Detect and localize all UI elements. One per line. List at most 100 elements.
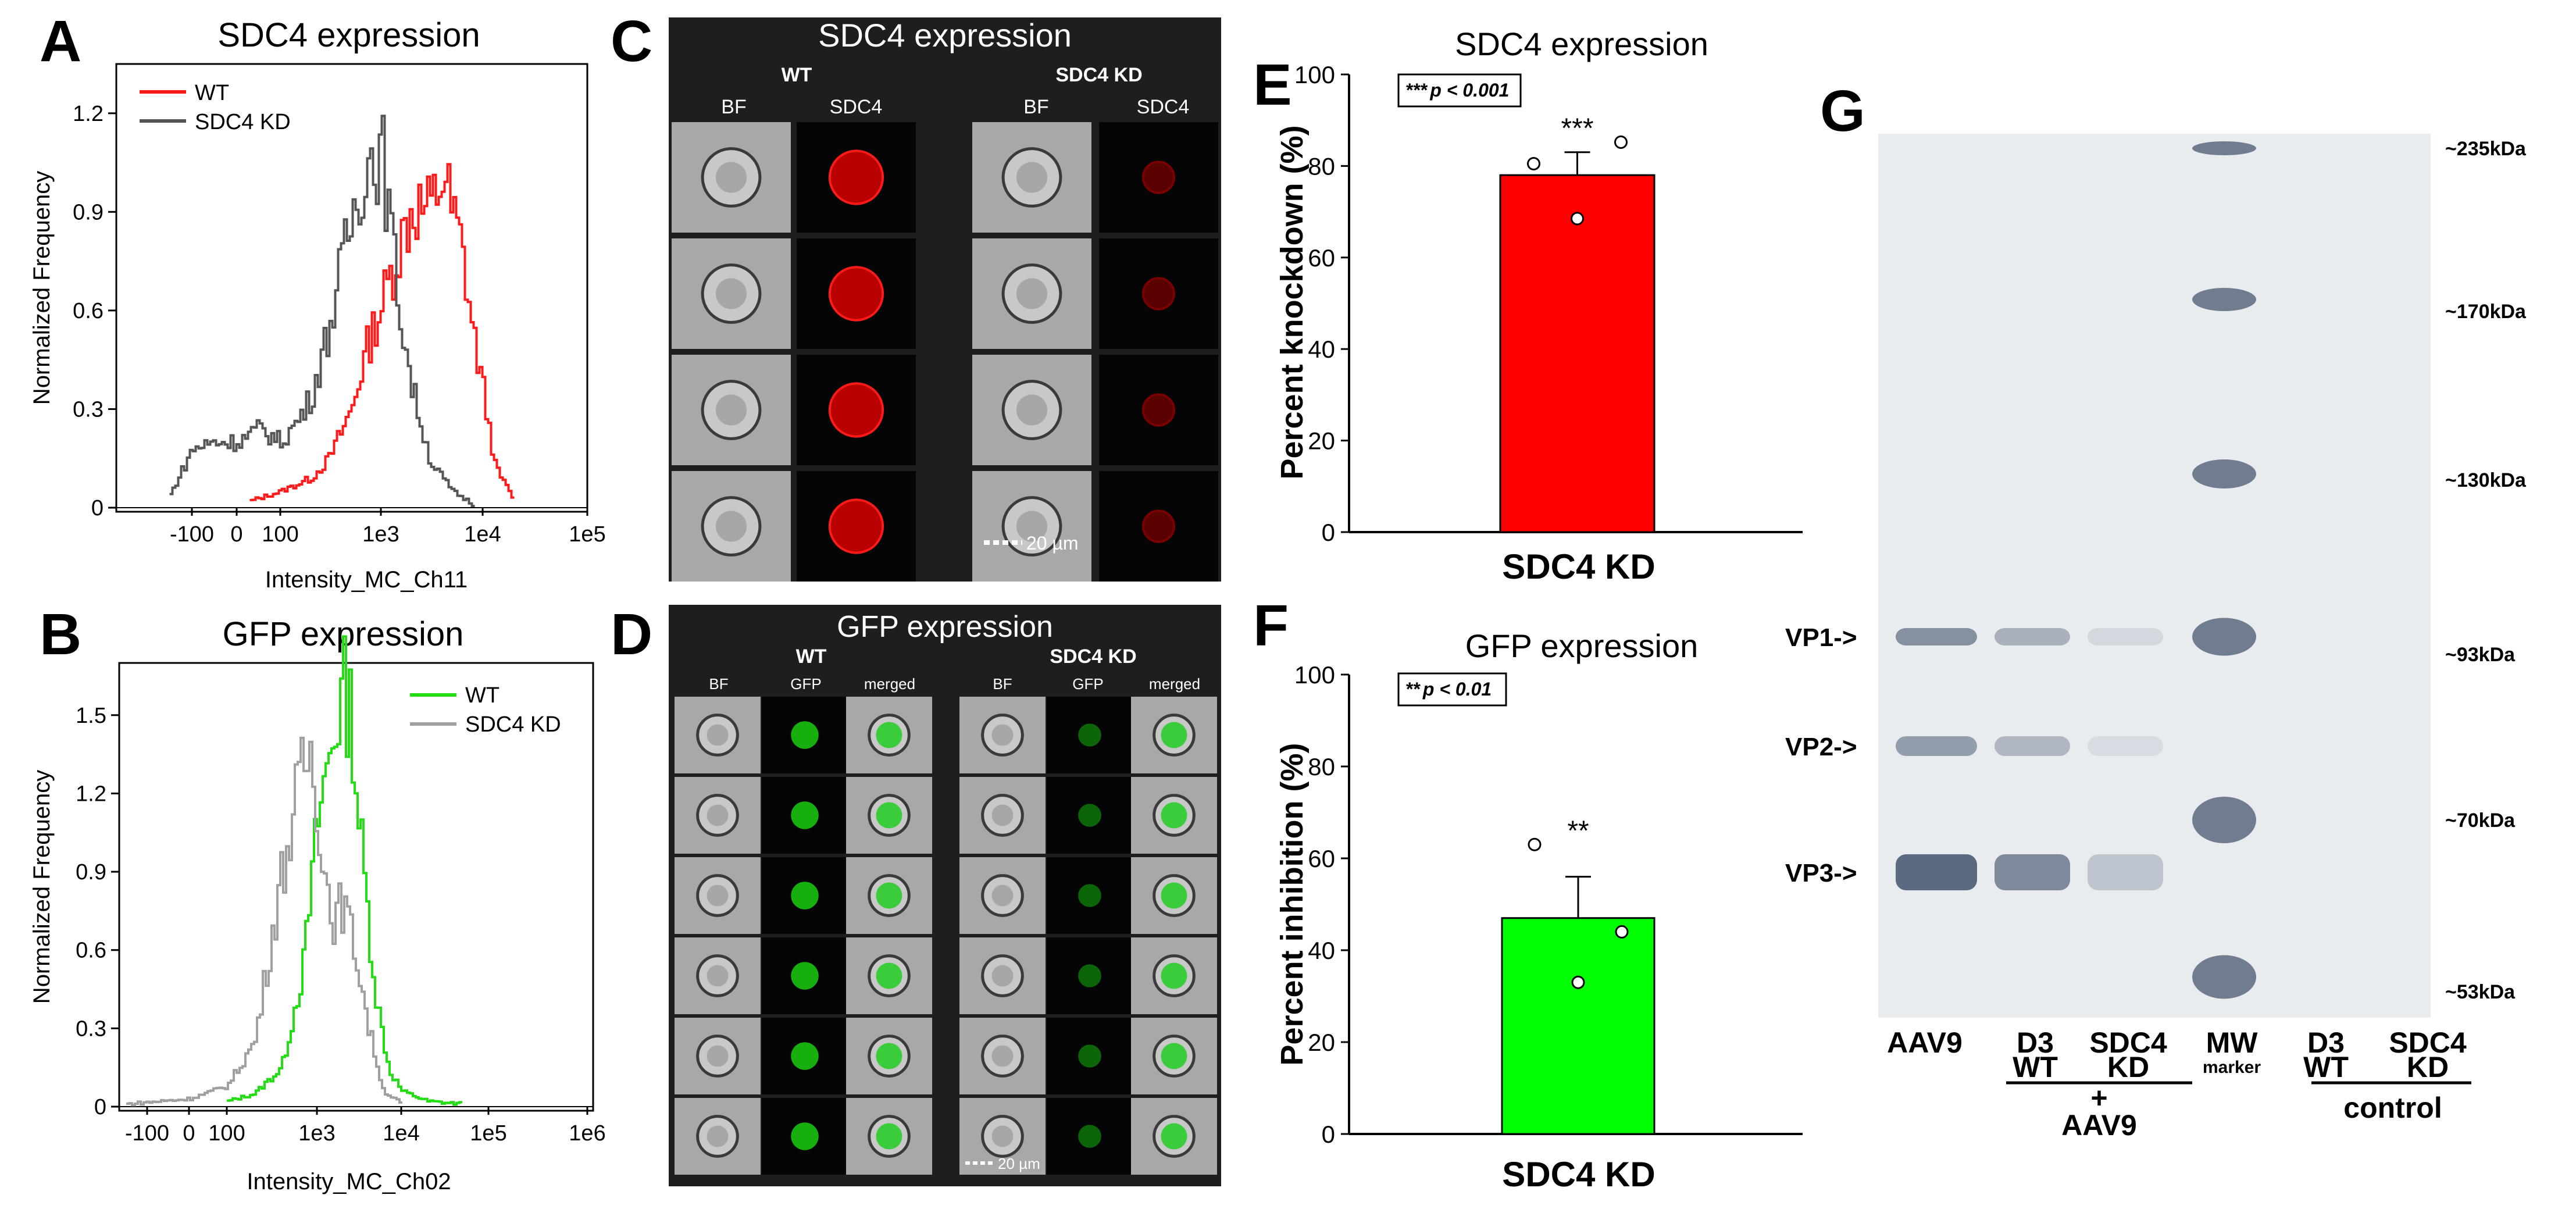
y-axis-label: Normalized Frequency bbox=[29, 171, 55, 405]
y-tick-label: 80 bbox=[1308, 152, 1335, 180]
brightfield-cell-icon bbox=[972, 355, 1091, 465]
green-fluorescent-cell-icon bbox=[762, 1018, 848, 1094]
data-point bbox=[1614, 135, 1628, 149]
green-fluorescent-cell-icon bbox=[762, 777, 848, 854]
merged-cell-icon bbox=[846, 937, 932, 1014]
red-fluorescent-cell-icon bbox=[1099, 471, 1218, 582]
band-label: VP3-> bbox=[1785, 859, 1857, 887]
column-label-bf: BF bbox=[721, 96, 746, 118]
pvalue-box bbox=[1397, 672, 1507, 707]
lane-label-top: D3 bbox=[2307, 1026, 2345, 1059]
mw-marker-band bbox=[2192, 288, 2256, 311]
brightfield-cell-icon bbox=[675, 1098, 761, 1175]
lane-label-top: D3 bbox=[2017, 1026, 2054, 1059]
gel-band-vp1 bbox=[1896, 628, 1977, 645]
mw-marker-band bbox=[2192, 459, 2256, 488]
y-tick-label: 0.3 bbox=[76, 1017, 106, 1041]
column-label-bf: BF bbox=[993, 675, 1012, 693]
x-tick-label: 1e4 bbox=[464, 522, 501, 547]
lane-label-bottom: WT bbox=[2013, 1051, 2058, 1083]
gel-band-vp2 bbox=[1995, 736, 2070, 756]
green-fluorescent-cell-icon bbox=[762, 857, 848, 934]
lane-label-bottom: KD bbox=[2107, 1051, 2149, 1083]
band-label: VP2-> bbox=[1785, 733, 1857, 761]
group-label-wt: WT bbox=[796, 645, 827, 668]
x-tick-label: -100 bbox=[125, 1121, 169, 1146]
y-tick-label: 100 bbox=[1294, 661, 1335, 689]
brightfield-cell-icon bbox=[675, 937, 761, 1014]
y-tick-label: 1.5 bbox=[76, 704, 106, 728]
data-point bbox=[1527, 156, 1540, 170]
histogram-panel-a: SDC4 expression 0 0.3 0.6 0.9 1.2 -100 0 100 1e3… bbox=[29, 16, 606, 593]
gel-band-vp3 bbox=[2088, 854, 2163, 890]
merged-cell-icon bbox=[1131, 937, 1217, 1014]
mw-marker-band bbox=[2192, 797, 2256, 843]
y-tick-label: 0.9 bbox=[76, 860, 106, 885]
imaging-panel-c: SDC4 expression WT SDC4 KD BF SDC4 BF SD… bbox=[669, 17, 1221, 582]
data-point bbox=[1528, 837, 1542, 851]
mw-label: ~53kDa bbox=[2445, 981, 2516, 1003]
x-axis-label: Intensity_MC_Ch02 bbox=[247, 1169, 451, 1194]
brightfield-cell-icon bbox=[972, 122, 1091, 233]
brightfield-cell-icon bbox=[672, 238, 791, 349]
y-tick-label: 20 bbox=[1308, 1029, 1335, 1056]
green-fluorescent-cell-icon bbox=[762, 937, 848, 1014]
pvalue-stars: ** bbox=[1406, 679, 1421, 700]
y-tick-label: 40 bbox=[1308, 937, 1335, 964]
merged-cell-icon bbox=[846, 777, 932, 854]
y-tick-label: 40 bbox=[1308, 336, 1335, 363]
y-tick-label: 0 bbox=[1322, 519, 1335, 546]
x-axis-label: Intensity_MC_Ch11 bbox=[265, 567, 468, 593]
group-label-plus: + bbox=[2090, 1082, 2107, 1114]
red-fluorescent-cell-icon bbox=[797, 355, 916, 465]
group-label-kd: SDC4 KD bbox=[1055, 64, 1142, 86]
series-line-wt bbox=[249, 163, 515, 501]
red-fluorescent-cell-icon bbox=[797, 471, 916, 582]
pvalue-text: p < 0.001 bbox=[1429, 80, 1509, 101]
scale-bar-label: 20 µm bbox=[998, 1155, 1040, 1172]
pvalue-label: *** p < 0.001 bbox=[1406, 80, 1509, 101]
y-tick-label: 1.2 bbox=[76, 782, 106, 806]
mw-label: ~93kDa bbox=[2445, 644, 2516, 666]
bar bbox=[1501, 917, 1656, 1135]
y-tick-label: 0.6 bbox=[73, 299, 104, 323]
y-tick-label: 60 bbox=[1308, 244, 1335, 272]
lane-label-top: AAV9 bbox=[1887, 1026, 1963, 1059]
x-tick-label: 0 bbox=[183, 1121, 195, 1146]
brightfield-cell-icon bbox=[959, 1018, 1046, 1094]
brightfield-cell-icon bbox=[675, 697, 761, 773]
x-tick-label: 100 bbox=[262, 522, 298, 547]
gel-band-vp3 bbox=[1995, 854, 2070, 890]
bar-panel-e: SDC4 expression *** p < 0.001 02040608010… bbox=[1275, 26, 1803, 586]
chart-title: SDC4 expression bbox=[217, 16, 480, 54]
mw-label: ~235kDa bbox=[2445, 138, 2527, 160]
y-tick-label: 20 bbox=[1308, 427, 1335, 455]
panel-label-f: F bbox=[1253, 593, 1289, 658]
panel-label-g: G bbox=[1820, 79, 1865, 144]
column-label-merged: merged bbox=[1149, 675, 1200, 693]
green-fluorescent-cell-icon bbox=[1047, 1098, 1133, 1175]
y-tick-label: 0 bbox=[91, 496, 104, 520]
lane-label-bottom: KD bbox=[2407, 1051, 2449, 1083]
y-tick-label: 0 bbox=[1322, 1121, 1335, 1148]
column-label-gfp: GFP bbox=[1072, 675, 1103, 693]
plot-frame bbox=[115, 63, 588, 513]
brightfield-cell-icon bbox=[959, 857, 1046, 934]
mw-label: ~170kDa bbox=[2445, 301, 2527, 323]
data-point bbox=[1571, 212, 1584, 226]
red-fluorescent-cell-icon bbox=[1099, 122, 1218, 233]
gel-band-vp1 bbox=[1995, 628, 2070, 645]
chart-title: SDC4 expression bbox=[1455, 26, 1708, 62]
column-label-bf: BF bbox=[709, 675, 728, 693]
x-tick-label: 1e4 bbox=[383, 1121, 419, 1146]
y-tick-label: 0.3 bbox=[73, 397, 104, 422]
column-label-sdc4: SDC4 bbox=[1137, 96, 1190, 118]
red-fluorescent-cell-icon bbox=[1099, 238, 1218, 349]
mw-label: ~130kDa bbox=[2445, 469, 2527, 491]
legend-label-wt: WT bbox=[465, 683, 499, 708]
green-fluorescent-cell-icon bbox=[762, 1098, 848, 1175]
brightfield-cell-icon bbox=[972, 471, 1091, 582]
lane-label-top: SDC4 bbox=[2089, 1026, 2167, 1059]
column-label-bf: BF bbox=[1023, 96, 1048, 118]
